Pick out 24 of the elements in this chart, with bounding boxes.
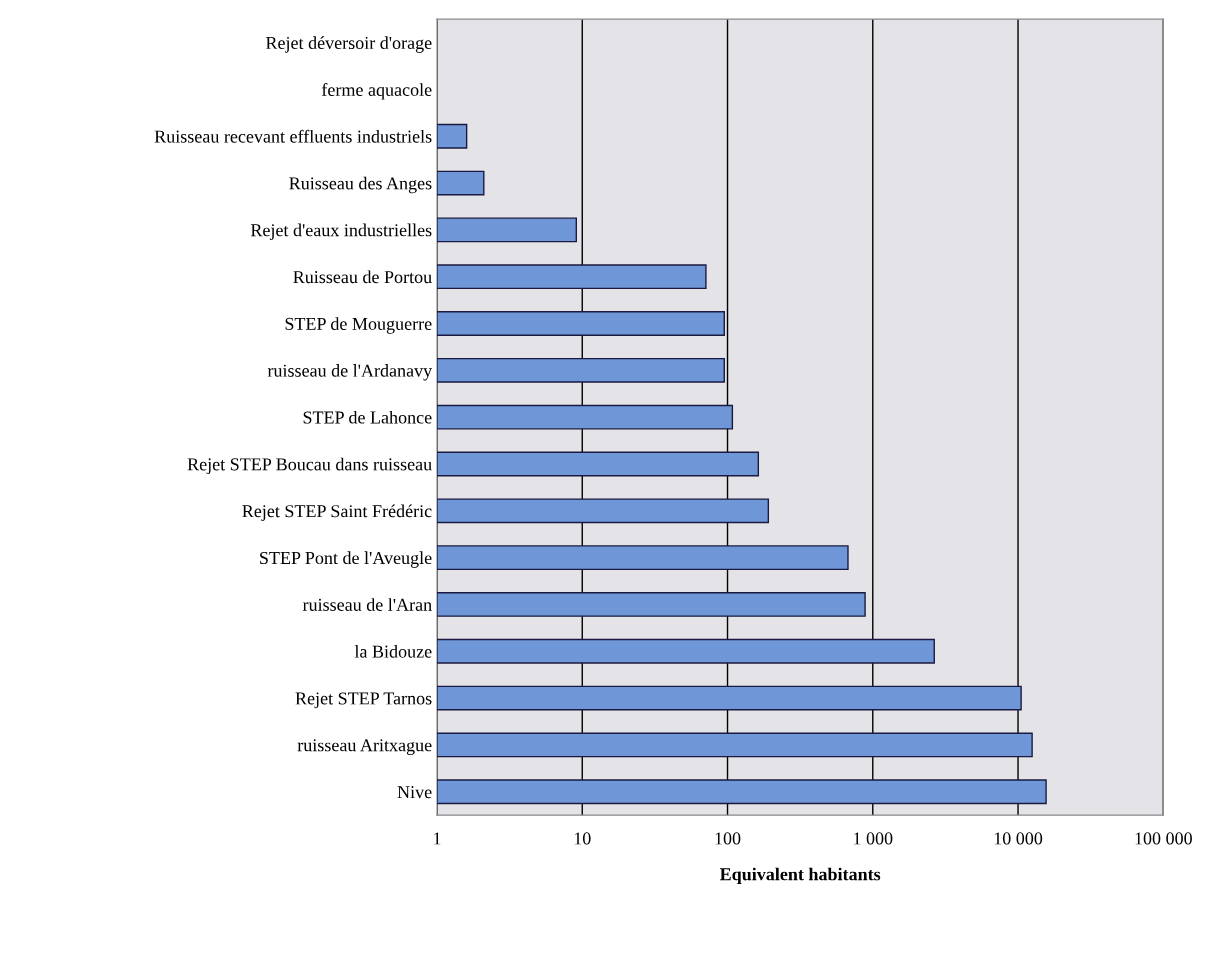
y-tick-label: ferme aquacole bbox=[321, 83, 432, 100]
x-tick-label: 100 bbox=[715, 832, 741, 845]
x-tick-label: 1 000 bbox=[854, 832, 893, 845]
y-tick-label: Rejet STEP Saint Frédéric bbox=[242, 504, 432, 521]
y-tick-label: Ruisseau de Portou bbox=[293, 270, 432, 284]
x-tick-label: 1 bbox=[434, 832, 441, 845]
y-tick-label: ruisseau de l'Aran bbox=[302, 598, 432, 611]
y-tick-label: la Bidouze bbox=[354, 645, 432, 658]
y-tick-label: Rejet déversoir d'orage bbox=[265, 36, 432, 53]
y-tick-label: Rejet d'eaux industrielles bbox=[250, 223, 432, 240]
y-tick-label: STEP Pont de l'Aveugle bbox=[260, 551, 432, 568]
y-tick-label: Ruisseau recevant effluents industriels bbox=[154, 129, 432, 143]
x-tick-label: 10 000 bbox=[994, 832, 1043, 845]
y-tick-label: STEP de Lahonce bbox=[303, 410, 432, 424]
y-tick-label: ruisseau Aritxague bbox=[297, 739, 432, 756]
y-tick-label: Nive bbox=[397, 786, 432, 799]
y-tick-label: STEP de Mouguerre bbox=[285, 317, 432, 334]
y-tick-label: Rejet STEP Tarnos bbox=[295, 692, 432, 709]
y-tick-label: ruisseau de l'Ardanavy bbox=[267, 364, 433, 381]
y-tick-label: Rejet STEP Boucau dans ruisseau bbox=[187, 457, 432, 475]
x-axis-title: Equivalent habitants bbox=[719, 867, 881, 885]
x-tick-label: 10 bbox=[574, 832, 591, 845]
y-tick-label: Ruisseau des Anges bbox=[289, 176, 432, 194]
x-tick-label: 100 000 bbox=[1135, 832, 1192, 845]
